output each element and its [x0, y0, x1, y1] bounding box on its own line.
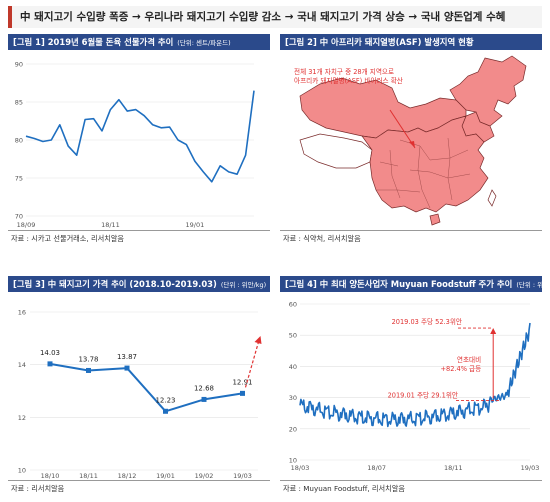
change-arrow-head	[490, 328, 497, 335]
y-tick-label: 90	[15, 61, 23, 69]
panel-china-pork-price: [그림 3] 中 돼지고기 가격 추이 (2018.10-2019.03) (단위…	[8, 276, 270, 496]
panel-muyuan-stock: [그림 4] 中 최대 양돈사업자 Muyuan Foodstuff 주가 추이…	[280, 276, 542, 496]
trend-arrow	[244, 341, 260, 388]
x-tick-label: 18/10	[41, 472, 60, 480]
data-label: 13.87	[117, 353, 137, 361]
x-tick-label: 19/01	[156, 472, 175, 480]
panel-source: 자료 : Muyuan Foodstuff, 리서치알음	[283, 484, 405, 493]
data-label: 12.23	[155, 396, 175, 404]
y-tick-label: 60	[289, 301, 297, 309]
x-tick-label: 18/12	[118, 472, 137, 480]
data-label: 12.91	[232, 378, 252, 386]
panel-title: [그림 2] 中 아프리카 돼지열병(ASF) 발생지역 현황	[285, 37, 474, 47]
data-point	[47, 361, 53, 367]
data-point	[163, 408, 168, 414]
data-point	[201, 396, 207, 402]
annotation-change: +82.4% 급등	[440, 365, 481, 373]
trend-arrow-head	[254, 336, 262, 344]
annotation-high: 2019.03 주당 52.3위안	[392, 317, 462, 326]
chart-muyuan-stock: 10 20 30 40 50 60 18/03 18/07 18/11 19/03 2019.03 …	[289, 301, 540, 473]
panel-unit: (단위 : 위안/kg)	[220, 281, 267, 289]
x-tick-label: 18/07	[367, 464, 386, 472]
panel-source: 자료 : 시카고 선물거래소, 리서치알음	[11, 234, 125, 243]
y-tick-label: 10	[289, 457, 297, 465]
map-region	[299, 133, 373, 169]
panel-unit: (단위 : 위안)	[516, 281, 542, 289]
map-region	[449, 55, 527, 127]
panel-title: [그림 3] 中 돼지고기 가격 추이 (2018.10-2019.03)	[13, 279, 217, 289]
x-tick-label: 18/11	[444, 464, 463, 472]
panel-header: [그림 4] 中 최대 양돈사업자 Muyuan Foodstuff 주가 추이…	[280, 276, 542, 292]
x-tick-label: 19/02	[195, 472, 214, 480]
page-banner: 中 돼지고기 수입량 폭증 → 우리나라 돼지고기 수입량 감소 → 국내 돼지…	[8, 6, 542, 28]
x-tick-label: 18/09	[17, 221, 36, 229]
data-point	[86, 367, 91, 373]
series-line	[299, 322, 531, 428]
x-tick-label: 18/11	[101, 221, 120, 229]
panel-header: [그림 2] 中 아프리카 돼지열병(ASF) 발생지역 현황	[280, 34, 542, 50]
china-map: 전체 31개 자치구 중 28개 지역으로 아프리카 돼지열병(ASF) 바이러…	[294, 55, 527, 226]
annotation-low: 2019.01 주당 29.1위안	[388, 390, 458, 399]
panel-source: 자료 : 식약처, 리서치알음	[283, 234, 361, 243]
panel-title: [그림 4] 中 최대 양돈사업자 Muyuan Foodstuff 주가 추이	[285, 279, 513, 289]
map-annotation: 전체 31개 자치구 중 28개 지역으로	[294, 67, 394, 76]
y-tick-label: 30	[289, 394, 297, 402]
y-tick-label: 75	[15, 175, 23, 183]
data-point	[240, 390, 245, 396]
y-tick-label: 40	[289, 363, 297, 371]
y-tick-label: 50	[289, 332, 297, 340]
map-region	[429, 213, 441, 226]
series-line	[49, 362, 243, 413]
x-tick-label: 19/01	[186, 221, 205, 229]
y-tick-label: 10	[18, 467, 26, 475]
y-tick-label: 14	[18, 361, 26, 369]
panel-pork-futures: [그림 1] 2019년 6월물 돈육 선물가격 추이 (단위: 센트/파운드) …	[8, 34, 289, 246]
map-region	[361, 115, 489, 213]
x-tick-label: 18/03	[291, 464, 310, 472]
panel-unit: (단위: 센트/파운드)	[177, 39, 231, 47]
y-tick-label: 85	[15, 99, 23, 107]
data-point	[124, 365, 130, 371]
y-tick-label: 70	[15, 213, 23, 221]
panel-header: [그림 3] 中 돼지고기 가격 추이 (2018.10-2019.03) (단위…	[8, 276, 270, 292]
panel-source: 자료 : 리서치알음	[11, 484, 65, 493]
y-tick-label: 20	[289, 425, 297, 433]
chart-china-pork-price: 10 12 14 16 18/10 18/11 18/12 19/01 19/02 19/03 14…	[18, 309, 262, 480]
y-tick-label: 80	[15, 137, 23, 145]
panel-asf-map: [그림 2] 中 아프리카 돼지열병(ASF) 발생지역 현황 전체 31개 자…	[280, 34, 542, 246]
y-tick-label: 12	[18, 414, 26, 422]
map-annotation: 아프리카 돼지열병(ASF) 바이러스 확산	[294, 76, 403, 85]
panel-title: [그림 1] 2019년 6월물 돈육 선물가격 추이	[13, 37, 174, 47]
data-label: 13.78	[78, 355, 98, 363]
series-line	[25, 90, 255, 183]
annotation-change: 연초대비	[457, 355, 481, 364]
y-tick-label: 16	[18, 309, 26, 317]
map-region	[487, 189, 497, 207]
x-tick-label: 19/03	[521, 464, 540, 472]
x-tick-label: 18/11	[79, 472, 98, 480]
data-label: 12.68	[194, 384, 214, 392]
data-label: 14.03	[40, 349, 60, 357]
panel-header: [그림 1] 2019년 6월물 돈육 선물가격 추이 (단위: 센트/파운드)	[8, 34, 270, 50]
x-tick-label: 19/03	[233, 472, 252, 480]
arrow-head	[409, 141, 415, 148]
